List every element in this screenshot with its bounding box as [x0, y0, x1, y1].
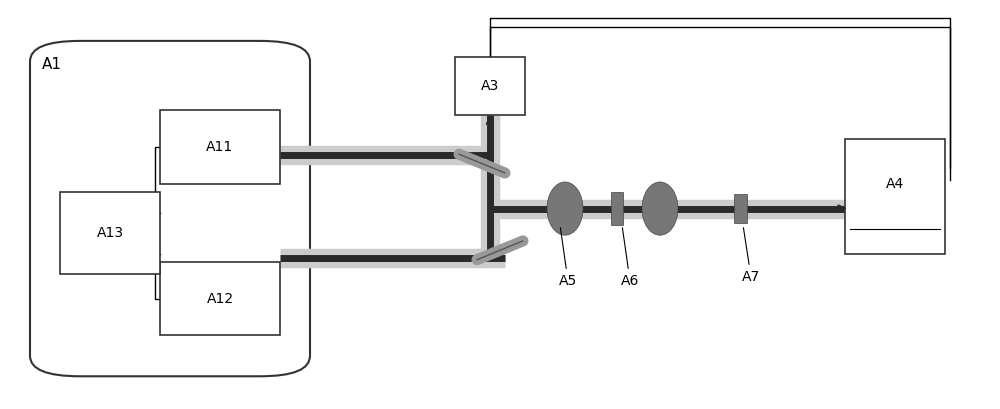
- Ellipse shape: [642, 182, 678, 235]
- Text: A3: A3: [481, 79, 499, 93]
- Bar: [611, 192, 623, 225]
- Text: A13: A13: [96, 226, 124, 240]
- Bar: [845, 139, 945, 254]
- Bar: [160, 110, 280, 184]
- Text: A6: A6: [621, 228, 639, 288]
- Bar: [60, 192, 160, 274]
- Ellipse shape: [547, 182, 583, 235]
- Bar: [734, 194, 746, 223]
- Text: A5: A5: [559, 228, 577, 288]
- Text: A4: A4: [886, 177, 904, 191]
- Bar: [160, 262, 280, 335]
- Text: A12: A12: [206, 292, 234, 306]
- Text: A1: A1: [42, 57, 62, 72]
- Bar: [455, 57, 525, 115]
- Text: A11: A11: [206, 140, 234, 154]
- FancyBboxPatch shape: [30, 41, 310, 376]
- Text: A7: A7: [742, 228, 760, 284]
